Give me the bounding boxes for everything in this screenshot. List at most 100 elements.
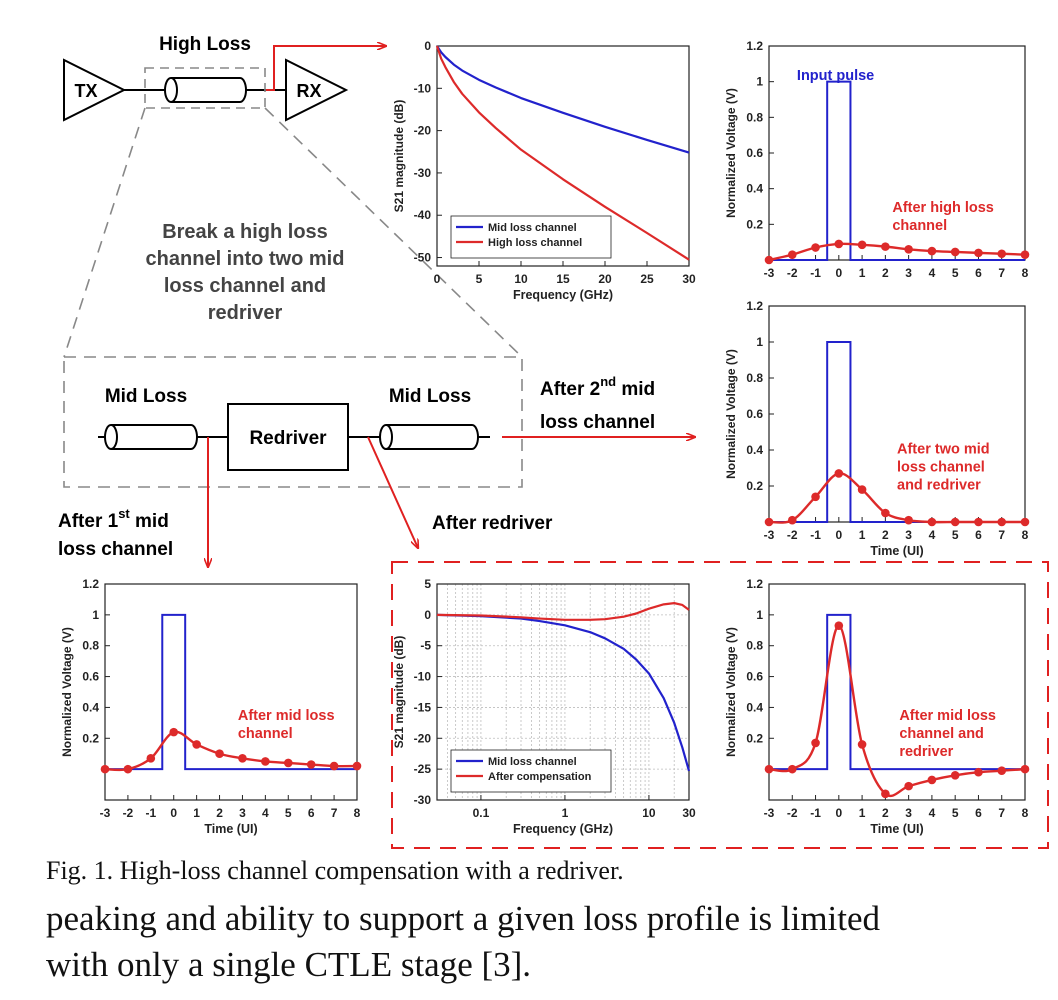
pulse-mid-redriver-chart: -3 -2 -1 0 1 2 3 4 5 6 7 8 0.2 0.4 0.6 0.8 1 1.2 Time (UI)… [724, 577, 1030, 836]
x-axis-label: Time (UI) [204, 822, 257, 836]
x-tick-label: 15 [556, 272, 570, 286]
data-point [950, 771, 960, 780]
legend: Mid loss channel After compensation [450, 749, 612, 793]
data-point [834, 239, 844, 249]
tx-triangle [63, 58, 127, 122]
data-point [787, 515, 797, 525]
y-tick-label: 0.4 [746, 182, 763, 196]
x-tick-label: 10 [514, 272, 528, 286]
x-tick-label: -1 [145, 806, 156, 820]
after-first-line2: loss channel [58, 539, 173, 560]
y-tick-label: 0.2 [82, 731, 99, 745]
data-point [787, 764, 797, 774]
after-first-prefix: After 1 [58, 511, 119, 532]
x-tick-label: 5 [952, 266, 959, 280]
break-text-line: Break a high loss [162, 221, 328, 243]
data-point [834, 469, 844, 478]
x-tick-label: 4 [929, 528, 936, 542]
data-point [764, 517, 774, 527]
annotation: channel and [899, 726, 984, 742]
redriver-results-box [391, 561, 1049, 849]
legend-label: Mid loss channel [488, 222, 577, 234]
zoom-box [144, 67, 266, 109]
y-tick-label: 0.2 [746, 217, 763, 231]
y-tick-label: 1.2 [746, 577, 763, 591]
x-tick-label: 1 [859, 528, 866, 542]
x-tick-label: -3 [764, 266, 775, 280]
x-tick-label: 6 [308, 806, 315, 820]
x-tick-label: 30 [682, 272, 696, 286]
y-tick-label: 0.2 [746, 731, 763, 745]
y-tick-label: 1.2 [82, 577, 99, 591]
x-tick-label: 1 [562, 806, 569, 820]
plot-background [105, 584, 357, 800]
data-point [329, 761, 339, 771]
x-tick-label: 25 [640, 272, 654, 286]
annotation: and redriver [897, 478, 981, 494]
x-tick-label: -2 [787, 528, 798, 542]
legend: Mid loss channel High loss channel [450, 215, 612, 259]
x-tick-label: 4 [262, 806, 269, 820]
x-tick-label: -2 [787, 266, 798, 280]
y-tick-label: 0.6 [82, 670, 99, 684]
data-point [192, 740, 201, 749]
x-axis-label: Frequency (GHz) [513, 822, 613, 836]
mid-loss-cable-icon [379, 424, 479, 450]
y-tick-label: -25 [414, 762, 432, 776]
arrow-after-redriver [367, 436, 418, 548]
x-tick-label: 7 [331, 806, 338, 820]
legend-box [450, 215, 612, 259]
x-tick-label: 3 [905, 266, 912, 280]
x-tick-label: 6 [975, 528, 982, 542]
y-tick-label: -10 [414, 81, 432, 95]
redriver-label: Redriver [249, 428, 327, 449]
input-pulse-line [769, 80, 1025, 261]
y-tick-label: -30 [414, 793, 432, 807]
data-point [787, 250, 797, 259]
x-tick-label: 2 [216, 806, 223, 820]
x-tick-label: 5 [476, 272, 483, 286]
y-tick-label: 1 [756, 75, 763, 89]
x-tick-label: -3 [100, 806, 111, 820]
x-tick-label: 2 [882, 528, 889, 542]
x-tick-label: 3 [239, 806, 246, 820]
after-redriver-label: After redriver [432, 513, 553, 534]
input-pulse-line [769, 341, 1025, 523]
y-tick-label: -30 [414, 166, 432, 180]
y-tick-label: 0.2 [746, 479, 763, 493]
rx-buffer: RX [285, 58, 349, 122]
data-point [764, 255, 774, 265]
y-tick-label: 0 [424, 608, 431, 622]
y-tick-label: 1.2 [746, 39, 763, 53]
y-tick-label: 0.8 [82, 639, 99, 653]
y-axis-label: Normalized Voltage (V) [724, 627, 738, 757]
annotation: channel [238, 726, 293, 742]
data-point [974, 248, 983, 258]
data-point [834, 621, 844, 630]
x-tick-label: 30 [682, 806, 696, 820]
y-tick-label: 1 [92, 608, 99, 622]
data-point [1020, 764, 1030, 774]
annotation: After mid loss [238, 708, 335, 724]
data-point [764, 764, 774, 774]
break-text-line: redriver [208, 302, 283, 324]
after-first-sup: st [118, 506, 130, 521]
y-axis-label: S21 magnitude (dB) [392, 100, 406, 213]
y-tick-label: 1 [756, 335, 763, 349]
top-schematic: High Loss TX RX Break a high loss channe… [63, 34, 523, 358]
x-tick-label: 6 [975, 806, 982, 820]
y-axis-label: Normalized Voltage (V) [724, 349, 738, 479]
figure-canvas: High Loss TX RX Break a high loss channe… [58, 34, 1049, 849]
data-point [997, 517, 1007, 527]
data-point [927, 517, 937, 527]
data-point [1020, 250, 1030, 259]
x-axis-label: Time (UI) [870, 544, 923, 558]
y-tick-label: 5 [424, 577, 431, 591]
expanded-box [63, 356, 523, 488]
x-tick-label: 2 [882, 806, 889, 820]
y-tick-label: 0.6 [746, 146, 763, 160]
x-axis-label: Frequency (GHz) [513, 288, 613, 302]
annotation: After mid loss [899, 708, 996, 724]
data-point [146, 754, 156, 763]
x-tick-label: 4 [929, 806, 936, 820]
